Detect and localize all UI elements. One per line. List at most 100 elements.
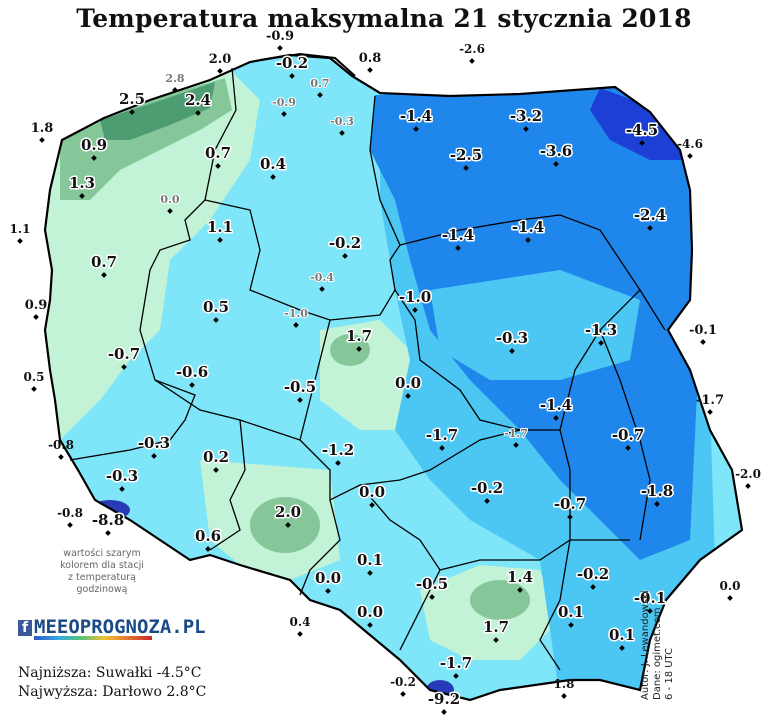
station-marker	[17, 238, 23, 244]
station: -0.3	[104, 466, 140, 492]
station-value: -0.9	[266, 29, 294, 44]
voivodeship-borders	[69, 67, 666, 671]
station: 2.0	[273, 502, 303, 528]
station-marker	[33, 314, 39, 320]
station-value: 0.7	[310, 77, 329, 90]
station-value: -0.3	[138, 434, 170, 452]
station-value: 0.9	[25, 298, 48, 313]
station-marker	[297, 631, 303, 637]
station-value: 1.1	[10, 222, 31, 236]
station-marker	[151, 453, 157, 459]
station-marker	[561, 693, 567, 699]
station: 1.7	[344, 326, 374, 352]
station-marker	[342, 253, 348, 259]
station: -2.6	[459, 42, 485, 64]
station-value: -0.6	[176, 363, 208, 381]
station-marker	[439, 445, 445, 451]
station-marker	[356, 346, 362, 352]
station-marker	[412, 307, 418, 313]
station-value: 0.0	[357, 603, 383, 621]
station: -0.1	[632, 588, 668, 614]
map-title: Temperatura maksymalna 21 stycznia 2018	[76, 4, 692, 33]
station-marker	[455, 245, 461, 251]
station-value: -4.5	[626, 121, 658, 139]
credits: Autor: J. Lewandowski Dane: ogimet.com 6…	[640, 550, 676, 700]
station: -1.3	[583, 320, 619, 346]
station: 2.8	[164, 71, 186, 93]
station-marker	[647, 608, 653, 614]
station-value: 2.4	[185, 91, 211, 109]
station-value: 0.1	[609, 626, 635, 644]
station-marker	[270, 174, 276, 180]
station-value: 2.0	[275, 503, 301, 521]
station-marker	[429, 594, 435, 600]
station-marker	[319, 286, 325, 292]
station: 0.2	[201, 447, 231, 473]
station: -0.9	[266, 29, 294, 51]
station-value: -1.8	[641, 482, 673, 500]
station: -0.1	[689, 323, 717, 345]
highest-temperature: Najwyższa: Darłowo 2.8°C	[18, 684, 207, 700]
station-value: -0.2	[276, 54, 308, 72]
station-marker	[745, 483, 751, 489]
station: 2.5	[117, 89, 147, 115]
station: -2.5	[448, 145, 484, 171]
station-value: -1.7	[426, 426, 458, 444]
station-value: 0.1	[357, 551, 383, 569]
station-marker	[405, 393, 411, 399]
station-marker	[195, 110, 201, 116]
lowest-temperature: Najniższa: Suwałki -4.5°C	[18, 665, 202, 681]
zone-cool-middle	[430, 270, 640, 380]
station: -0.2	[327, 233, 363, 259]
station-value: -0.5	[416, 575, 448, 593]
station-marker	[619, 645, 625, 651]
station: -0.6	[174, 362, 210, 388]
station-value: -0.7	[108, 345, 140, 363]
station-marker	[105, 530, 111, 536]
station: -1.7	[696, 393, 724, 415]
station-value: -0.2	[577, 565, 609, 583]
station-value: 0.8	[359, 51, 382, 66]
coastline	[259, 52, 356, 77]
meteoprognoza-logo[interactable]: f MEEOPROGNOZA.PL	[18, 616, 206, 640]
station: -4.5	[624, 120, 660, 146]
station-marker	[217, 68, 223, 74]
station-value: -1.0	[399, 288, 431, 306]
station: 0.6	[193, 526, 223, 552]
station-marker	[213, 317, 219, 323]
station-marker	[215, 163, 221, 169]
station-marker	[513, 442, 519, 448]
station-marker	[509, 348, 515, 354]
station-marker	[129, 109, 135, 115]
station-marker	[367, 67, 373, 73]
zone-warm-south	[470, 580, 530, 620]
station-value: 0.0	[359, 483, 385, 501]
station-value: 0.2	[203, 448, 229, 466]
station-value: 0.0	[720, 579, 741, 593]
station-value: 1.3	[69, 174, 95, 192]
facebook-icon[interactable]: f	[18, 620, 32, 636]
station: -0.7	[552, 494, 588, 520]
station-value: 0.9	[81, 136, 107, 154]
station: -1.0	[283, 306, 309, 328]
station-marker	[707, 409, 713, 415]
station-marker	[79, 193, 85, 199]
station-value: -0.7	[554, 495, 586, 513]
station: -1.4	[538, 395, 574, 421]
station-value: 1.7	[346, 327, 372, 345]
station-value: -2.6	[459, 42, 485, 56]
station: 0.0	[393, 373, 423, 399]
station-value: 1.4	[507, 568, 533, 586]
station-marker	[493, 637, 499, 643]
station-value: 0.0	[160, 193, 179, 206]
station: -8.8	[90, 510, 126, 536]
station-marker	[400, 691, 406, 697]
station-marker	[205, 546, 211, 552]
station-value: -0.3	[330, 115, 354, 128]
station-value: -0.3	[496, 329, 528, 347]
station-marker	[369, 502, 375, 508]
station-marker	[39, 137, 45, 143]
station-value: -0.4	[310, 271, 334, 284]
station-value: 1.8	[554, 677, 575, 691]
